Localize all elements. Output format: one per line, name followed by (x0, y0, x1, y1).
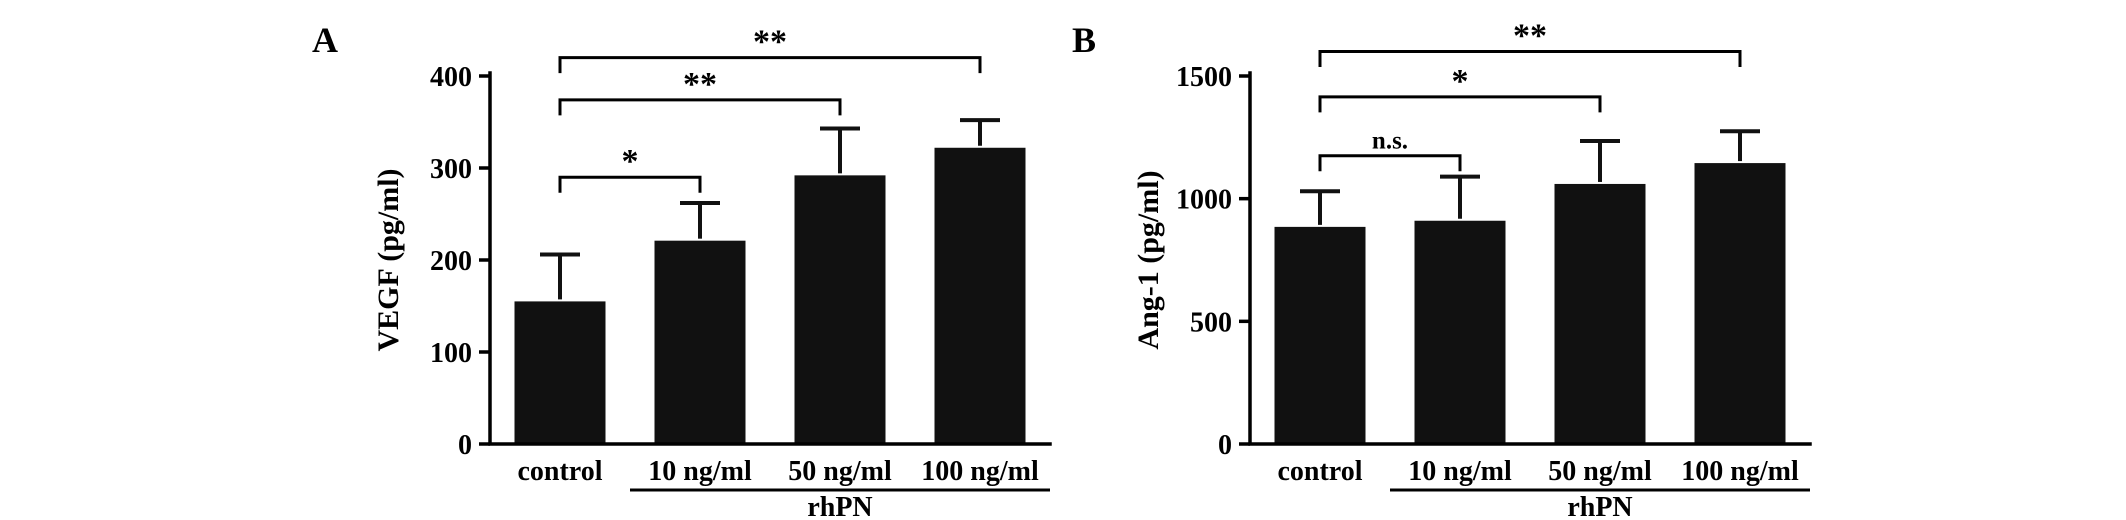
significance-label-control-vs-10-ng-ml: * (622, 143, 639, 180)
bar-control (1274, 226, 1366, 444)
y-tick-label: 400 (430, 62, 472, 93)
significance-bracket-control-vs-50-ng-ml (558, 98, 842, 116)
x-category-label-100-ng-ml: 100 ng/ml (921, 456, 1039, 487)
y-tick-label: 100 (430, 338, 472, 369)
error-bar-10-ng-ml (1440, 174, 1480, 219)
y-tick-label: 300 (430, 154, 472, 185)
x-group-label: rhPN (807, 492, 872, 520)
error-bar-100-ng-ml (1720, 129, 1760, 162)
y-tick-label: 0 (458, 430, 472, 461)
y-axis-label: VEGF (pg/ml) (372, 168, 405, 351)
bar-10-ng-ml (1414, 220, 1506, 444)
x-group-label: rhPN (1567, 492, 1632, 520)
significance-bracket-control-vs-10-ng-ml (558, 175, 702, 193)
bar-control (514, 301, 606, 444)
error-bar-100-ng-ml (960, 118, 1000, 146)
x-category-label-100-ng-ml: 100 ng/ml (1681, 456, 1799, 487)
significance-bracket-control-vs-50-ng-ml (1318, 95, 1602, 113)
error-bar-control (540, 252, 580, 300)
bar-chart-ang1: 0 500 1000 1500 Ang-1 (pg/ml) control 10 ng/ml… (1132, 17, 1812, 520)
significance-label-control-vs-100-ng-ml: ** (753, 24, 787, 61)
bar-100-ng-ml (1694, 163, 1786, 445)
y-tick-label: 200 (430, 246, 472, 277)
significance-bracket-control-vs-100-ng-ml (1318, 49, 1742, 67)
bar-50-ng-ml (1554, 183, 1646, 445)
panel-b: B 0 500 1000 1500 Ang-1 (pg/ml) control 10 ng/… (1040, 0, 1840, 520)
panel-a: A 0 100 200 300 400 VEGF (pg/ml) control 10 ng/… (280, 0, 1080, 520)
significance-bracket-control-vs-100-ng-ml (558, 56, 982, 74)
significance-label-control-vs-10-ng-ml: n.s. (1372, 128, 1408, 155)
significance-label-control-vs-50-ng-ml: * (1452, 63, 1469, 100)
error-bar-50-ng-ml (820, 126, 860, 174)
x-category-label-control: control (1277, 456, 1362, 487)
bar-100-ng-ml (934, 147, 1026, 444)
bar-50-ng-ml (794, 175, 886, 445)
y-tick-label: 0 (1218, 430, 1232, 461)
panel-b-label: B (1072, 20, 1097, 60)
x-category-label-control: control (517, 456, 602, 487)
y-tick-label: 500 (1190, 307, 1232, 338)
x-category-label-50-ng-ml: 50 ng/ml (1548, 456, 1652, 487)
y-tick-label: 1000 (1176, 185, 1232, 216)
x-category-label-50-ng-ml: 50 ng/ml (788, 456, 892, 487)
y-tick-label: 1500 (1176, 62, 1232, 93)
significance-bracket-control-vs-10-ng-ml (1318, 154, 1462, 172)
significance-label-control-vs-100-ng-ml: ** (1513, 17, 1547, 54)
bar-chart-vegf: 0 100 200 300 400 VEGF (pg/ml) control 10 ng/ml… (372, 24, 1052, 520)
error-bar-10-ng-ml (680, 200, 720, 239)
error-bar-control (1300, 189, 1340, 225)
x-category-label-10-ng-ml: 10 ng/ml (648, 456, 752, 487)
y-axis-label: Ang-1 (pg/ml) (1132, 170, 1165, 349)
x-category-label-10-ng-ml: 10 ng/ml (1408, 456, 1512, 487)
bar-10-ng-ml (654, 240, 746, 444)
panel-a-label: A (312, 20, 338, 60)
significance-label-control-vs-50-ng-ml: ** (683, 66, 717, 103)
error-bar-50-ng-ml (1580, 139, 1620, 182)
